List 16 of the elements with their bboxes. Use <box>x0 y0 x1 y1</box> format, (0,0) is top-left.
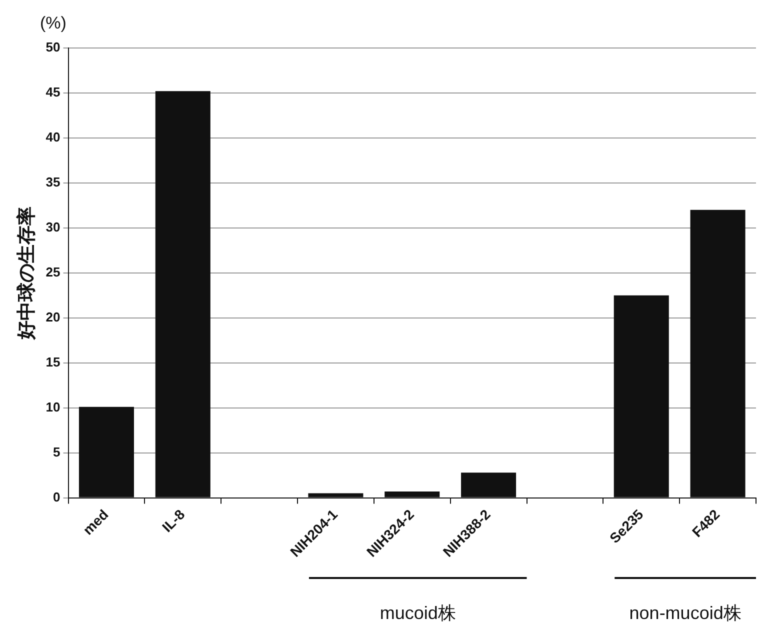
text: (%) <box>40 14 66 33</box>
y-tick-label: 40 <box>46 130 60 145</box>
y-tick-label: 10 <box>46 399 60 414</box>
y-tick-label: 35 <box>46 174 60 190</box>
y-tick-label: 15 <box>46 354 60 370</box>
y-tick-label: 25 <box>46 264 60 280</box>
y-axis-title: 好中球の生存率 <box>16 206 38 340</box>
y-tick-label: 0 <box>53 489 60 504</box>
y-tick-label: 45 <box>46 84 60 100</box>
y-tick-label: 50 <box>46 40 60 55</box>
y-tick-label: 20 <box>46 309 60 324</box>
text: mucoid株 <box>380 602 456 623</box>
text: non-mucoid株 <box>629 602 742 623</box>
x-tick-label: IL-8 <box>158 506 188 536</box>
y-tick-label: 30 <box>46 219 60 234</box>
y-tick-label: 5 <box>53 444 60 460</box>
